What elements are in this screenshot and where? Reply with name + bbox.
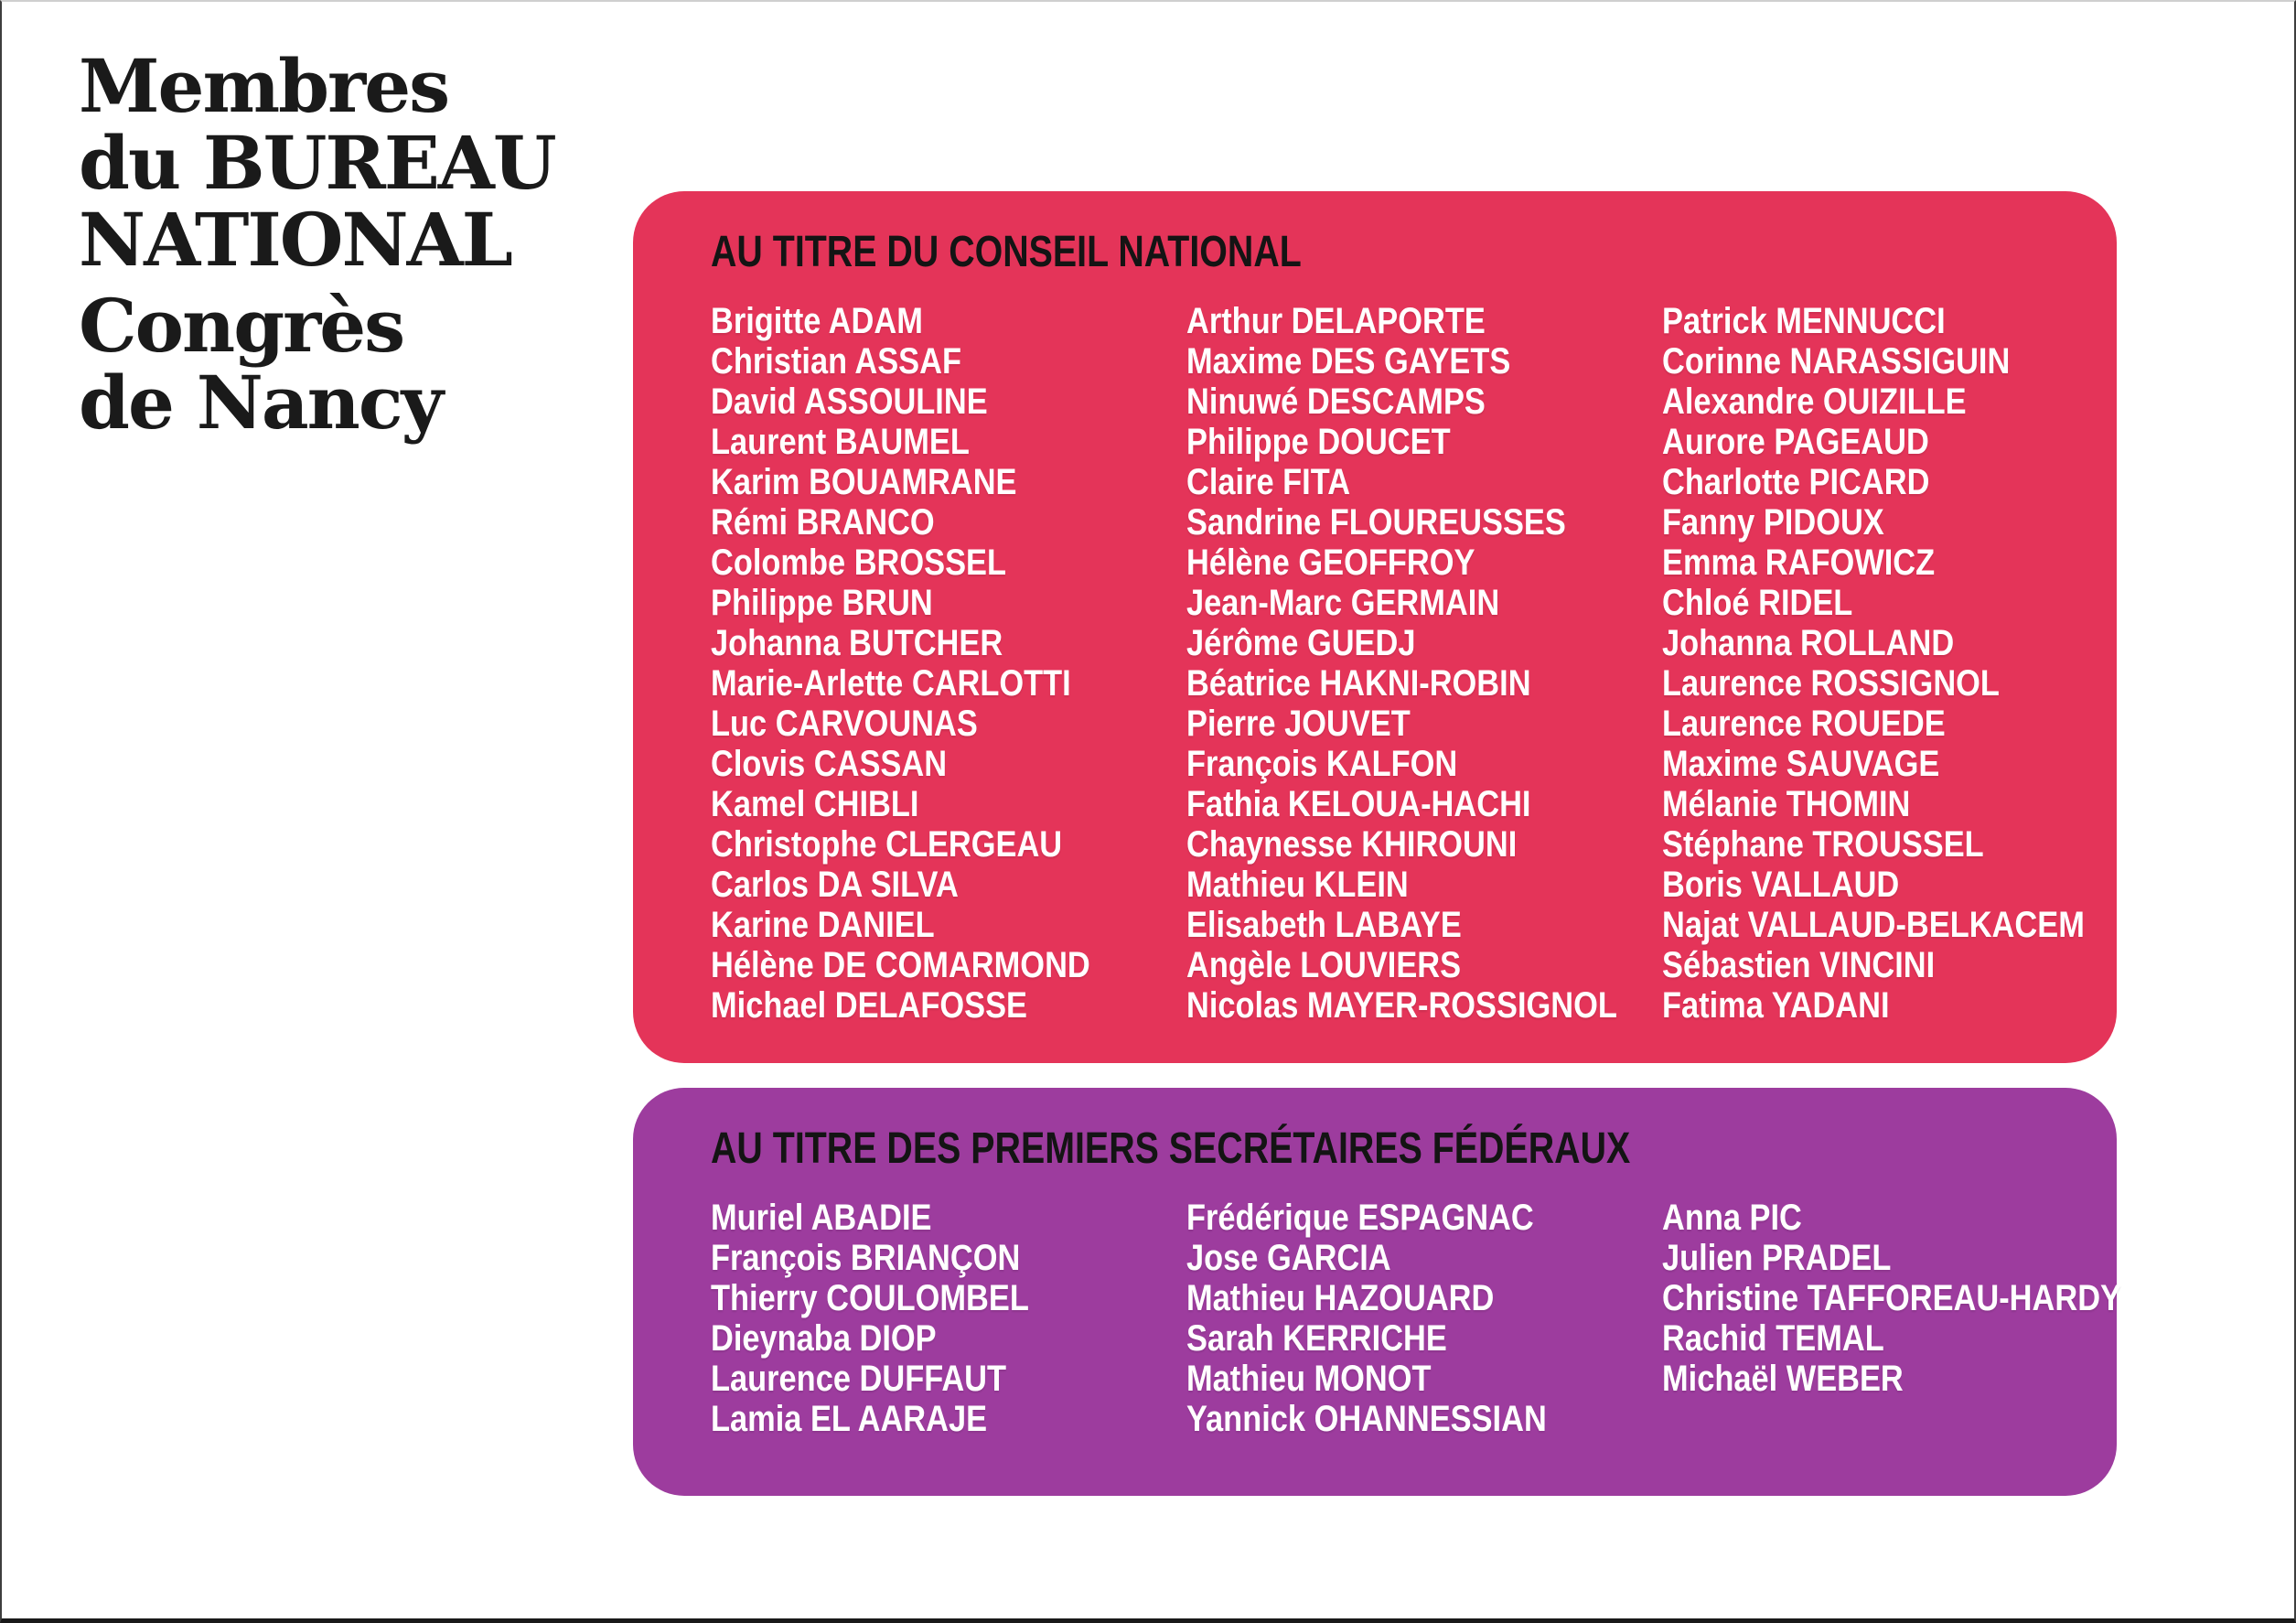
member-name: Maxime DES GAYETS xyxy=(1186,341,1511,382)
member-name: Emma RAFOWICZ xyxy=(1662,543,1936,583)
member-name: Stéphane TROUSSEL xyxy=(1662,824,1984,865)
member-name: Marie-Arlette CARLOTTI xyxy=(711,663,1071,704)
member-name: Pierre JOUVET xyxy=(1186,704,1411,744)
member-name: Laurent BAUMEL xyxy=(711,422,970,462)
member-name: Jérôme GUEDJ xyxy=(1186,623,1416,663)
member-name: Dieynaba DIOP xyxy=(711,1318,937,1359)
name-column: Brigitte ADAM Christian ASSAF David ASSOUL… xyxy=(711,301,1186,1026)
name-column: Arthur DELAPORTE Maxime DES GAYETS Ninuwé … xyxy=(1186,301,1662,1026)
member-name: Michaël WEBER xyxy=(1662,1359,1904,1399)
page-title-line: du BUREAU xyxy=(79,120,557,206)
name-column: Anna PIC Julien PRADEL Christine TAFFOREAU… xyxy=(1662,1198,2138,1439)
section-heading: AU TITRE DES PREMIERS SECRÉTAIRES FÉDÉRA… xyxy=(711,1124,1631,1173)
member-name: Patrick MENNUCCI xyxy=(1662,301,1946,341)
member-name: Colombe BROSSEL xyxy=(711,543,1007,583)
name-column: Frédérique ESPAGNAC Jose GARCIA Mathieu HA… xyxy=(1186,1198,1662,1439)
member-name: Johanna BUTCHER xyxy=(711,623,1003,663)
member-name: Rémi BRANCO xyxy=(711,502,935,543)
page-subtitle: Congrès de Nancy xyxy=(79,287,555,441)
member-name: Arthur DELAPORTE xyxy=(1186,301,1486,341)
member-name: Boris VALLAUD xyxy=(1662,865,1900,905)
member-name: Kamel CHIBLI xyxy=(711,784,919,824)
member-name: Laurence DUFFAUT xyxy=(711,1359,1007,1399)
member-name: François KALFON xyxy=(1186,744,1458,784)
member-name: Yannick OHANNESSIAN xyxy=(1186,1399,1547,1439)
name-columns: Brigitte ADAM Christian ASSAF David ASSOUL… xyxy=(711,301,2085,1026)
member-name: Carlos DA SILVA xyxy=(711,865,959,905)
member-name: Claire FITA xyxy=(1186,462,1351,502)
page-title-line: Membres xyxy=(79,43,450,129)
member-name: Mathieu HAZOUARD xyxy=(1186,1278,1495,1318)
page-subtitle-line: de Nancy xyxy=(79,360,444,446)
member-name: Frédérique ESPAGNAC xyxy=(1186,1198,1534,1238)
member-name: Fatima YADANI xyxy=(1662,985,1890,1026)
member-name: Philippe DOUCET xyxy=(1186,422,1451,462)
member-name: Clovis CASSAN xyxy=(711,744,948,784)
member-name: Sébastien VINCINI xyxy=(1662,945,1936,985)
member-name: Aurore PAGEAUD xyxy=(1662,422,1929,462)
member-name: Luc CARVOUNAS xyxy=(711,704,978,744)
member-name: Alexandre OUIZILLE xyxy=(1662,382,1967,422)
name-column: Muriel ABADIE François BRIANÇON Thierry CO… xyxy=(711,1198,1186,1439)
member-name: Christian ASSAF xyxy=(711,341,961,382)
member-name: Laurence ROSSIGNOL xyxy=(1662,663,2000,704)
member-name: Sandrine FLOUREUSSES xyxy=(1186,502,1566,543)
member-name: Hélène GEOFFROY xyxy=(1186,543,1475,583)
member-name: Karine DANIEL xyxy=(711,905,935,945)
page-title-line: NATIONAL xyxy=(79,197,513,283)
member-name: Johanna ROLLAND xyxy=(1662,623,1955,663)
member-name: Karim BOUAMRANE xyxy=(711,462,1017,502)
name-column: Patrick MENNUCCI Corinne NARASSIGUIN Alexa… xyxy=(1662,301,2138,1026)
member-name: Elisabeth LABAYE xyxy=(1186,905,1462,945)
member-name: Chaynesse KHIROUNI xyxy=(1186,824,1518,865)
member-name: Corinne NARASSIGUIN xyxy=(1662,341,2011,382)
member-name: Chloé RIDEL xyxy=(1662,583,1853,623)
member-name: Ninuwé DESCAMPS xyxy=(1186,382,1486,422)
member-name: Charlotte PICARD xyxy=(1662,462,1930,502)
member-name: Lamia EL AARAJE xyxy=(711,1399,988,1439)
member-name: Jose GARCIA xyxy=(1186,1238,1391,1278)
member-name: Béatrice HAKNI-ROBIN xyxy=(1186,663,1531,704)
section-heading: AU TITRE DU CONSEIL NATIONAL xyxy=(711,228,1302,276)
member-name: Jean-Marc GERMAIN xyxy=(1186,583,1500,623)
section-conseil-national: AU TITRE DU CONSEIL NATIONAL Brigitte AD… xyxy=(633,191,2117,1063)
member-name: François BRIANÇON xyxy=(711,1238,1021,1278)
member-name: Angèle LOUVIERS xyxy=(1186,945,1462,985)
name-columns: Muriel ABADIE François BRIANÇON Thierry CO… xyxy=(711,1198,2121,1439)
member-name: Nicolas MAYER-ROSSIGNOL xyxy=(1186,985,1617,1026)
member-name: Mathieu MONOT xyxy=(1186,1359,1432,1399)
member-name: Laurence ROUEDE xyxy=(1662,704,1946,744)
member-name: Julien PRADEL xyxy=(1662,1238,1892,1278)
member-name: Christine TAFFOREAU-HARDY xyxy=(1662,1278,2121,1318)
member-name: Fathia KELOUA-HACHI xyxy=(1186,784,1531,824)
member-name: Christophe CLERGEAU xyxy=(711,824,1063,865)
member-name: Maxime SAUVAGE xyxy=(1662,744,1940,784)
member-name: Anna PIC xyxy=(1662,1198,1802,1238)
member-name: Sarah KERRICHE xyxy=(1186,1318,1447,1359)
member-name: Philippe BRUN xyxy=(711,583,933,623)
title-block: Membres du BUREAU NATIONAL Congrès de Na… xyxy=(79,43,557,441)
member-name: Najat VALLAUD-BELKACEM xyxy=(1662,905,2085,945)
member-name: Michael DELAFOSSE xyxy=(711,985,1027,1026)
page-subtitle-line: Congrès xyxy=(79,283,405,369)
section-premiers-secretaires-federaux: AU TITRE DES PREMIERS SECRÉTAIRES FÉDÉRA… xyxy=(633,1088,2121,1496)
member-name: Fanny PIDOUX xyxy=(1662,502,1884,543)
page-title: Membres du BUREAU NATIONAL xyxy=(79,43,557,283)
member-name: Rachid TEMAL xyxy=(1662,1318,1884,1359)
member-name: Thierry COULOMBEL xyxy=(711,1278,1029,1318)
member-name: David ASSOULINE xyxy=(711,382,988,422)
member-name: Mathieu KLEIN xyxy=(1186,865,1409,905)
member-name: Mélanie THOMIN xyxy=(1662,784,1911,824)
member-name: Muriel ABADIE xyxy=(711,1198,932,1238)
member-name: Brigitte ADAM xyxy=(711,301,923,341)
member-name: Hélène DE COMARMOND xyxy=(711,945,1090,985)
